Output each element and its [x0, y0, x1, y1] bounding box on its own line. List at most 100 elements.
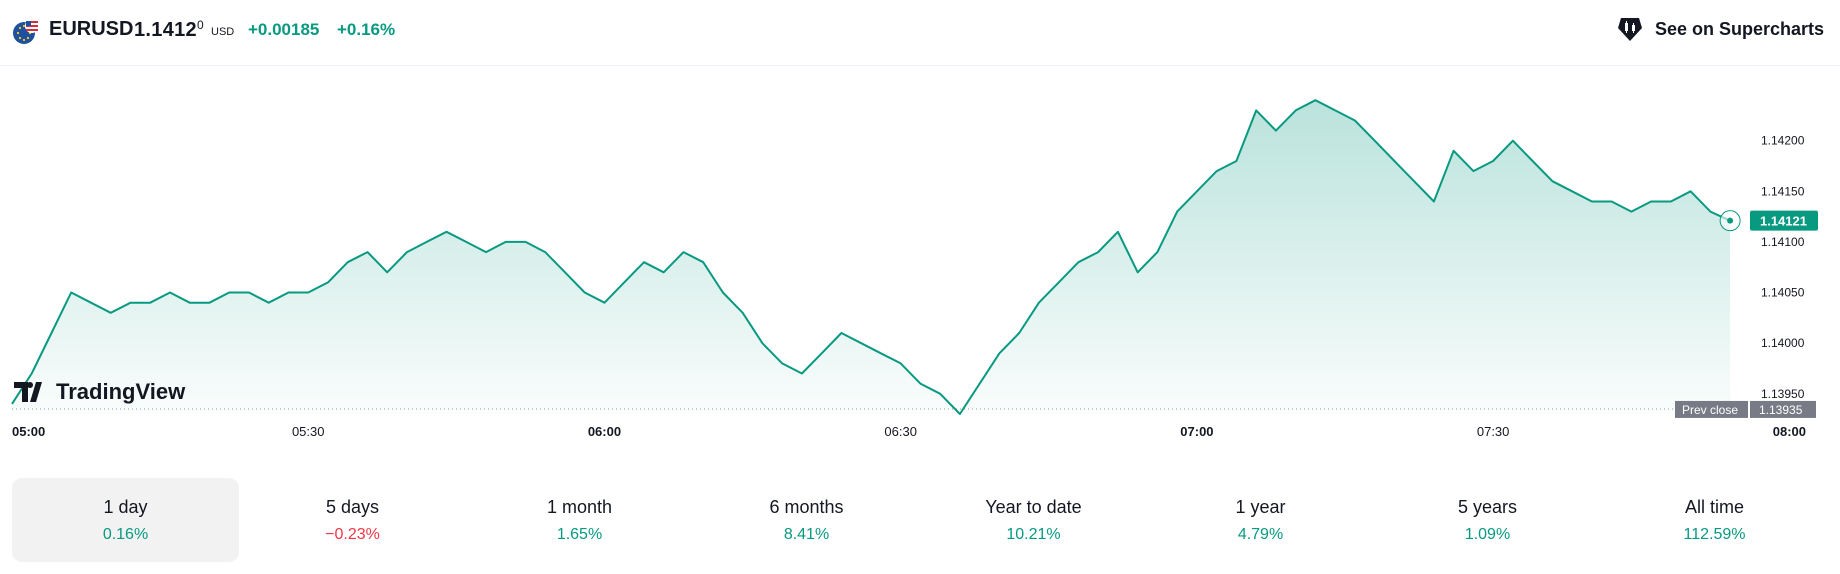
- price-point[interactable]: [957, 411, 963, 417]
- price-point[interactable]: [345, 259, 351, 265]
- price-point[interactable]: [562, 269, 568, 275]
- price-point[interactable]: [1391, 158, 1397, 164]
- price-point[interactable]: [878, 350, 884, 356]
- price-point[interactable]: [463, 239, 469, 245]
- price-point[interactable]: [779, 360, 785, 366]
- price-point[interactable]: [1569, 188, 1575, 194]
- period-tab[interactable]: 1 year 4.79%: [1147, 478, 1374, 562]
- price-point[interactable]: [364, 249, 370, 255]
- price-point[interactable]: [1293, 107, 1299, 113]
- y-axis-label: 1.14050: [1761, 286, 1805, 300]
- price-point[interactable]: [1174, 209, 1180, 215]
- price-point[interactable]: [1707, 209, 1713, 215]
- tradingview-logo[interactable]: TradingView: [14, 379, 186, 404]
- price-point[interactable]: [1016, 330, 1022, 336]
- price-point[interactable]: [1036, 300, 1042, 306]
- period-tab[interactable]: 6 months 8.41%: [693, 478, 920, 562]
- price-point[interactable]: [1154, 249, 1160, 255]
- price-point[interactable]: [740, 310, 746, 316]
- period-tab[interactable]: 1 month 1.65%: [466, 478, 693, 562]
- price-point[interactable]: [1352, 117, 1358, 123]
- price-point[interactable]: [700, 259, 706, 265]
- price-point[interactable]: [1273, 128, 1279, 134]
- price-point[interactable]: [996, 350, 1002, 356]
- price-point[interactable]: [1253, 107, 1259, 113]
- price-point[interactable]: [917, 381, 923, 387]
- price-point[interactable]: [1135, 269, 1141, 275]
- price-point[interactable]: [898, 360, 904, 366]
- price-point[interactable]: [1056, 279, 1062, 285]
- price-point[interactable]: [1451, 148, 1457, 154]
- price-point[interactable]: [1648, 198, 1654, 204]
- price-point[interactable]: [661, 269, 667, 275]
- price-point[interactable]: [384, 269, 390, 275]
- price-point[interactable]: [680, 249, 686, 255]
- symbol-name[interactable]: EURUSD: [49, 18, 134, 40]
- price-point[interactable]: [1668, 198, 1674, 204]
- price-point[interactable]: [1628, 209, 1634, 215]
- price-point[interactable]: [1194, 188, 1200, 194]
- price-point[interactable]: [1233, 158, 1239, 164]
- price-point[interactable]: [127, 300, 133, 306]
- see-on-supercharts-button[interactable]: See on Supercharts: [1615, 14, 1824, 44]
- price-point[interactable]: [1075, 259, 1081, 265]
- price-point[interactable]: [108, 310, 114, 316]
- price-point[interactable]: [443, 229, 449, 235]
- price-point[interactable]: [601, 300, 607, 306]
- price-point[interactable]: [1312, 97, 1318, 103]
- price-point[interactable]: [167, 290, 173, 296]
- price-point[interactable]: [759, 340, 765, 346]
- price-point[interactable]: [483, 249, 489, 255]
- period-tab[interactable]: 5 years 1.09%: [1374, 478, 1601, 562]
- price-point[interactable]: [1490, 158, 1496, 164]
- price-point[interactable]: [1688, 188, 1694, 194]
- period-tab[interactable]: 5 days −0.23%: [239, 478, 466, 562]
- price-point[interactable]: [720, 290, 726, 296]
- price-point[interactable]: [641, 259, 647, 265]
- price-point[interactable]: [187, 300, 193, 306]
- price-point[interactable]: [1372, 138, 1378, 144]
- price-point[interactable]: [325, 279, 331, 285]
- price-point[interactable]: [1549, 178, 1555, 184]
- price-point[interactable]: [1589, 198, 1595, 204]
- price-point[interactable]: [68, 290, 74, 296]
- price-point[interactable]: [503, 239, 509, 245]
- price-point[interactable]: [858, 340, 864, 346]
- price-point[interactable]: [621, 279, 627, 285]
- price-point[interactable]: [226, 290, 232, 296]
- price-point[interactable]: [1470, 168, 1476, 174]
- price-point[interactable]: [582, 290, 588, 296]
- period-tab[interactable]: Year to date 10.21%: [920, 478, 1147, 562]
- price-point[interactable]: [1095, 249, 1101, 255]
- price-point[interactable]: [977, 381, 983, 387]
- price-point[interactable]: [1411, 178, 1417, 184]
- price-point[interactable]: [799, 371, 805, 377]
- price-point[interactable]: [1332, 107, 1338, 113]
- price-point[interactable]: [285, 290, 291, 296]
- price-point[interactable]: [404, 249, 410, 255]
- price-point[interactable]: [819, 350, 825, 356]
- price-point[interactable]: [838, 330, 844, 336]
- price-point[interactable]: [266, 300, 272, 306]
- price-point[interactable]: [147, 300, 153, 306]
- price-point[interactable]: [522, 239, 528, 245]
- price-point[interactable]: [1431, 198, 1437, 204]
- price-point[interactable]: [206, 300, 212, 306]
- price-point[interactable]: [1510, 138, 1516, 144]
- price-point[interactable]: [424, 239, 430, 245]
- price-chart[interactable]: 1.13950 1.14000 1.14050 1.14100 1.14150 1.142…: [0, 66, 1840, 466]
- period-tab[interactable]: All time 112.59%: [1601, 478, 1828, 562]
- price-point[interactable]: [29, 371, 35, 377]
- price-point[interactable]: [1530, 158, 1536, 164]
- price-point[interactable]: [48, 330, 54, 336]
- price-point[interactable]: [1609, 198, 1615, 204]
- price-point[interactable]: [1115, 229, 1121, 235]
- price-point[interactable]: [1214, 168, 1220, 174]
- period-tab[interactable]: 1 day 0.16%: [12, 478, 239, 562]
- price-point[interactable]: [9, 401, 15, 407]
- price-point[interactable]: [246, 290, 252, 296]
- price-point[interactable]: [542, 249, 548, 255]
- price-point[interactable]: [937, 391, 943, 397]
- price-point[interactable]: [305, 290, 311, 296]
- price-point[interactable]: [88, 300, 94, 306]
